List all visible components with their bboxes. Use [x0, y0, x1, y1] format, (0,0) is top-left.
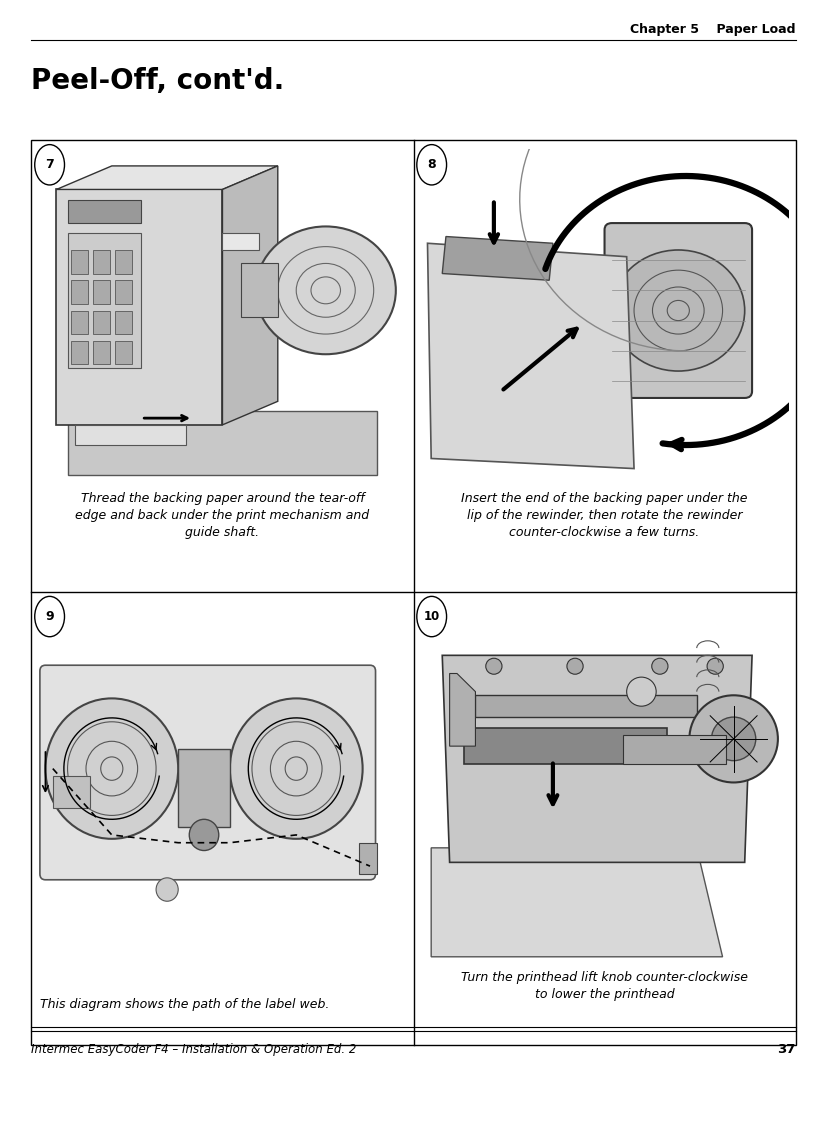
Bar — [93, 250, 110, 274]
Circle shape — [35, 145, 65, 185]
Bar — [68, 233, 141, 368]
Bar — [116, 311, 132, 334]
Bar — [71, 341, 88, 364]
Circle shape — [627, 677, 656, 706]
Text: This diagram shows the path of the label web.: This diagram shows the path of the label… — [40, 998, 329, 1011]
Text: 7: 7 — [45, 158, 54, 172]
Polygon shape — [431, 847, 723, 957]
Polygon shape — [68, 411, 377, 475]
Circle shape — [417, 145, 447, 185]
Polygon shape — [442, 237, 553, 280]
Bar — [93, 341, 110, 364]
Circle shape — [45, 698, 178, 839]
Bar — [116, 250, 132, 274]
FancyBboxPatch shape — [40, 665, 375, 880]
Text: 10: 10 — [423, 610, 440, 623]
Bar — [75, 425, 185, 445]
Text: Insert the end of the backing paper under the
lip of the rewinder, then rotate t: Insert the end of the backing paper unde… — [461, 492, 748, 539]
Circle shape — [711, 717, 756, 761]
FancyBboxPatch shape — [605, 223, 752, 398]
Polygon shape — [450, 674, 476, 747]
Bar — [116, 341, 132, 364]
Polygon shape — [442, 656, 752, 862]
Bar — [31, 140, 796, 1045]
Text: Turn the printhead lift knob counter-clockwise
to lower the printhead: Turn the printhead lift knob counter-clo… — [461, 971, 748, 1001]
Bar — [68, 200, 141, 223]
Polygon shape — [222, 166, 278, 425]
Bar — [178, 749, 230, 827]
Bar — [71, 250, 88, 274]
Text: 8: 8 — [428, 158, 436, 172]
Circle shape — [189, 819, 219, 851]
Bar — [623, 735, 726, 765]
Circle shape — [690, 695, 778, 782]
Circle shape — [707, 658, 724, 674]
Bar — [476, 695, 696, 717]
Bar — [465, 728, 667, 765]
Text: Chapter 5    Paper Load: Chapter 5 Paper Load — [630, 22, 796, 36]
Circle shape — [652, 658, 668, 674]
Circle shape — [417, 596, 447, 637]
Text: 37: 37 — [777, 1043, 796, 1056]
Polygon shape — [222, 233, 260, 250]
Circle shape — [230, 698, 362, 839]
Bar — [71, 280, 88, 304]
Bar — [93, 311, 110, 334]
Circle shape — [256, 226, 396, 354]
Bar — [71, 311, 88, 334]
Circle shape — [156, 878, 178, 901]
Text: Intermec EasyCoder F4 – Installation & Operation Ed. 2: Intermec EasyCoder F4 – Installation & O… — [31, 1043, 356, 1056]
Circle shape — [485, 658, 502, 674]
Bar — [241, 263, 278, 317]
Polygon shape — [56, 189, 222, 425]
Text: Peel-Off, cont'd.: Peel-Off, cont'd. — [31, 67, 284, 95]
Circle shape — [567, 658, 583, 674]
Bar — [359, 843, 377, 874]
Bar — [53, 777, 89, 807]
Circle shape — [612, 250, 744, 371]
Bar — [93, 280, 110, 304]
Bar — [116, 280, 132, 304]
Polygon shape — [428, 243, 634, 469]
Polygon shape — [56, 166, 278, 189]
Text: 9: 9 — [45, 610, 54, 623]
Text: Thread the backing paper around the tear-off
edge and back under the print mecha: Thread the backing paper around the tear… — [75, 492, 370, 539]
Circle shape — [35, 596, 65, 637]
